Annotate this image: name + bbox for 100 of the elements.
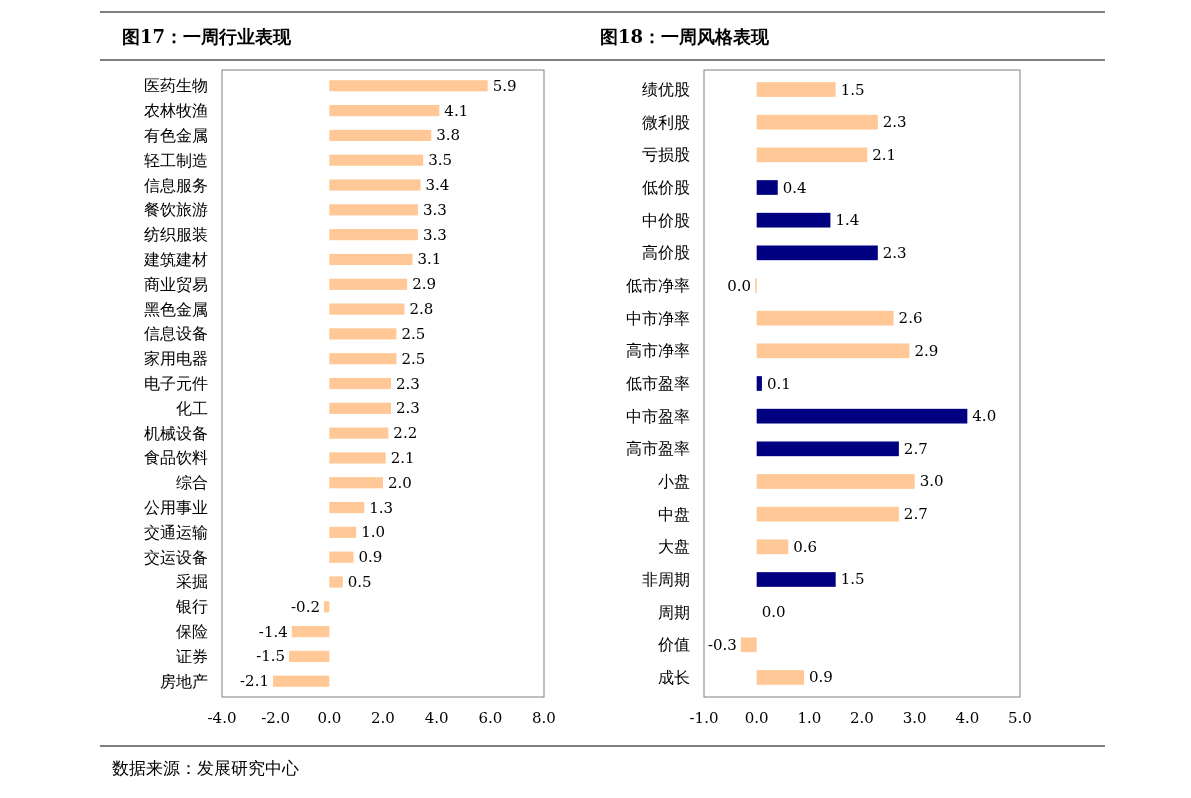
bar [329,278,408,290]
data-label: 2.7 [903,505,928,524]
data-label: 5.9 [492,76,517,95]
data-label: 0.6 [793,537,818,556]
y-tick-label: 微利股 [642,112,690,132]
data-label: 1.3 [369,498,394,517]
y-tick-label: 机械设备 [144,423,208,443]
bar [756,670,805,685]
x-tick-label: 0.0 [744,709,769,727]
y-tick-label: 绩优股 [642,80,690,100]
y-tick-label: 低价股 [642,178,690,198]
y-tick-label: 高市净率 [626,341,690,361]
x-tick-label: 5.0 [1008,709,1032,727]
y-tick-label: 中价股 [642,210,690,230]
bar [329,328,397,340]
x-tick-label: -2.0 [261,709,291,727]
bar [329,129,432,141]
data-label: -0.3 [707,635,737,654]
y-tick-label: 中市盈率 [626,406,690,426]
bar [329,402,392,414]
bar [329,353,397,365]
data-label: 2.1 [390,448,415,467]
bar [756,441,899,457]
bar [329,229,418,241]
data-label: 3.8 [436,126,461,145]
data-label: 1.0 [361,523,386,542]
y-tick-label: 家用电器 [144,349,208,369]
x-tick-label: -1.0 [689,709,719,727]
source-note: 数据来源：发展研究中心 [112,758,299,778]
y-tick-label: 高市盈率 [626,439,690,459]
bar [272,675,330,687]
y-tick-label: 大盘 [658,537,690,557]
x-tick-label: 2.0 [371,709,395,727]
data-label: 0.0 [727,276,752,295]
data-label: 2.3 [882,113,907,132]
data-label: 2.3 [882,243,907,262]
bar [329,526,357,538]
chart-title: 图18：一周风格表现 [600,26,771,47]
bar [756,376,762,391]
y-tick-label: 银行 [175,597,208,617]
y-tick-label: 黑色金属 [144,299,208,319]
bar [329,80,488,92]
bar [756,114,878,130]
y-tick-label: 亏损股 [642,145,690,165]
y-tick-label: 采掘 [176,572,208,592]
x-tick-label: 1.0 [797,709,822,727]
data-label: 3.3 [422,225,447,244]
data-label: 2.9 [412,275,437,294]
bar [740,637,757,653]
y-tick-label: 化工 [176,398,208,418]
y-tick-label: 低市盈率 [626,374,690,393]
y-tick-label: 交运设备 [144,547,208,567]
data-label: 4.1 [444,101,469,120]
data-label: 3.1 [417,250,442,269]
bar [756,147,868,163]
bar [329,452,386,464]
bar [756,310,894,326]
data-label: 2.1 [872,145,897,164]
bar [756,343,910,359]
y-tick-label: 小盘 [658,471,690,491]
y-tick-label: 高价股 [642,243,690,263]
bar [329,154,424,166]
y-tick-label: 电子元件 [144,374,208,393]
y-tick-label: 建筑建材 [143,249,208,269]
data-label: 2.7 [903,439,928,458]
bar [756,408,968,424]
y-tick-label: 周期 [658,602,690,622]
data-label: 3.0 [919,472,944,491]
x-tick-label: 8.0 [532,709,556,727]
bar [756,506,899,522]
y-tick-label: 商业贸易 [144,274,208,294]
bar [329,501,365,514]
y-tick-label: 证券 [176,646,208,666]
bar [756,539,789,555]
data-label: 1.5 [840,80,865,99]
x-tick-label: 4.0 [424,709,449,727]
bar [329,303,405,315]
y-tick-label: 农林牧渔 [144,101,208,121]
y-tick-label: 信息设备 [144,324,208,344]
y-tick-label: 成长 [658,667,690,687]
y-tick-label: 交通运输 [144,522,208,542]
data-label: 2.3 [396,374,420,393]
data-label: 0.1 [766,374,791,393]
bar [329,105,440,117]
y-tick-label: 公用事业 [144,498,208,518]
data-label: -2.1 [240,672,269,691]
y-tick-label: 非周期 [642,569,690,589]
y-tick-label: 价值 [657,635,690,655]
data-label: 2.9 [914,341,939,360]
bar [329,427,389,439]
y-tick-label: 有色金属 [144,125,208,145]
bar [756,245,878,261]
y-tick-label: 中市净率 [626,308,690,328]
bar [329,253,413,266]
chart-title: 图17：一周行业表现 [122,26,293,47]
bar [323,601,330,613]
x-tick-label: 2.0 [850,709,874,727]
data-label: 2.5 [401,349,426,368]
data-label: 2.5 [401,324,426,343]
data-label: 2.0 [388,473,412,492]
